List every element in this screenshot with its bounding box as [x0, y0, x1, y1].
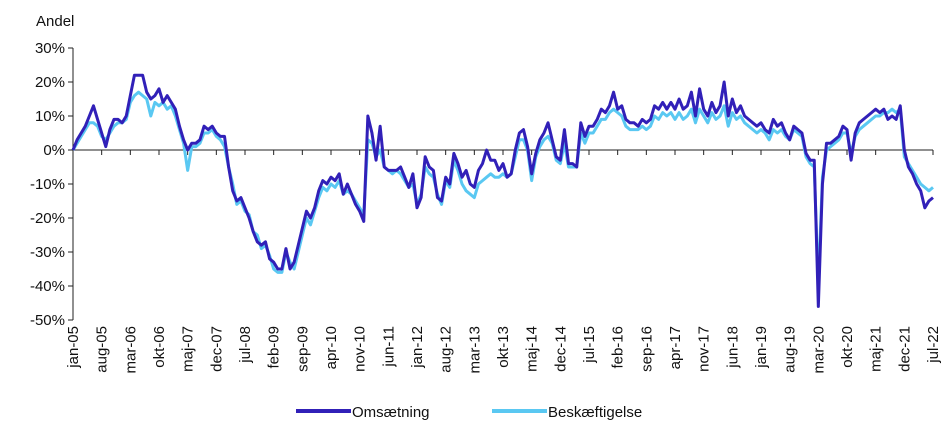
x-tick-label: dec-07: [208, 326, 225, 372]
x-tick-label: okt-06: [151, 326, 168, 368]
x-tick-label: feb-16: [610, 326, 627, 369]
x-tick-label: okt-13: [495, 326, 512, 368]
x-tick-label: dec-14: [552, 326, 569, 372]
y-tick-label: -30%: [30, 244, 65, 261]
x-tick-label: mar-06: [122, 326, 139, 374]
x-tick-label: jun-18: [724, 326, 741, 369]
x-tick-label: aug-05: [94, 326, 111, 373]
x-tick-label: nov-10: [352, 326, 369, 372]
y-tick-label: -40%: [30, 278, 65, 295]
x-tick-label: mar-20: [810, 326, 827, 374]
x-tick-label: sep-09: [294, 326, 311, 372]
x-tick-label: mar-13: [466, 326, 483, 374]
legend-label: Beskæftigelse: [548, 404, 642, 421]
y-tick-label: -20%: [30, 210, 65, 227]
x-tick-label: aug-19: [782, 326, 799, 373]
x-tick-label: jul-08: [237, 326, 254, 364]
x-tick-label: apr-10: [323, 326, 340, 369]
x-tick-label: jul-22: [925, 326, 941, 364]
y-tick-label: 30%: [35, 40, 65, 57]
x-tick-label: apr-17: [667, 326, 684, 369]
legend-label: Omsætning: [352, 404, 430, 421]
y-axis-label: Andel: [36, 13, 74, 30]
x-tick-label: aug-12: [438, 326, 455, 373]
x-tick-label: jan-12: [409, 326, 426, 369]
y-tick-label: 20%: [35, 74, 65, 91]
y-tick-label: 10%: [35, 108, 65, 125]
x-tick-label: feb-09: [266, 326, 283, 369]
y-tick-label: -10%: [30, 176, 65, 193]
x-tick-label: jun-11: [380, 326, 397, 368]
x-tick-label: nov-17: [696, 326, 713, 372]
y-tick-label: 0%: [43, 142, 65, 159]
y-tick-label: -50%: [30, 312, 65, 329]
x-tick-label: okt-20: [839, 326, 856, 368]
x-tick-label: dec-21: [896, 326, 913, 372]
x-tick-label: maj-14: [524, 326, 541, 372]
x-tick-label: jan-05: [65, 326, 82, 369]
x-tick-label: maj-21: [868, 326, 885, 372]
line-series: [71, 73, 934, 308]
x-tick-label: maj-07: [180, 326, 197, 372]
x-tick-label: jul-15: [581, 326, 598, 364]
x-tick-label: jan-19: [753, 326, 770, 369]
x-tick-label: sep-16: [638, 326, 655, 372]
line-series: [71, 90, 934, 288]
